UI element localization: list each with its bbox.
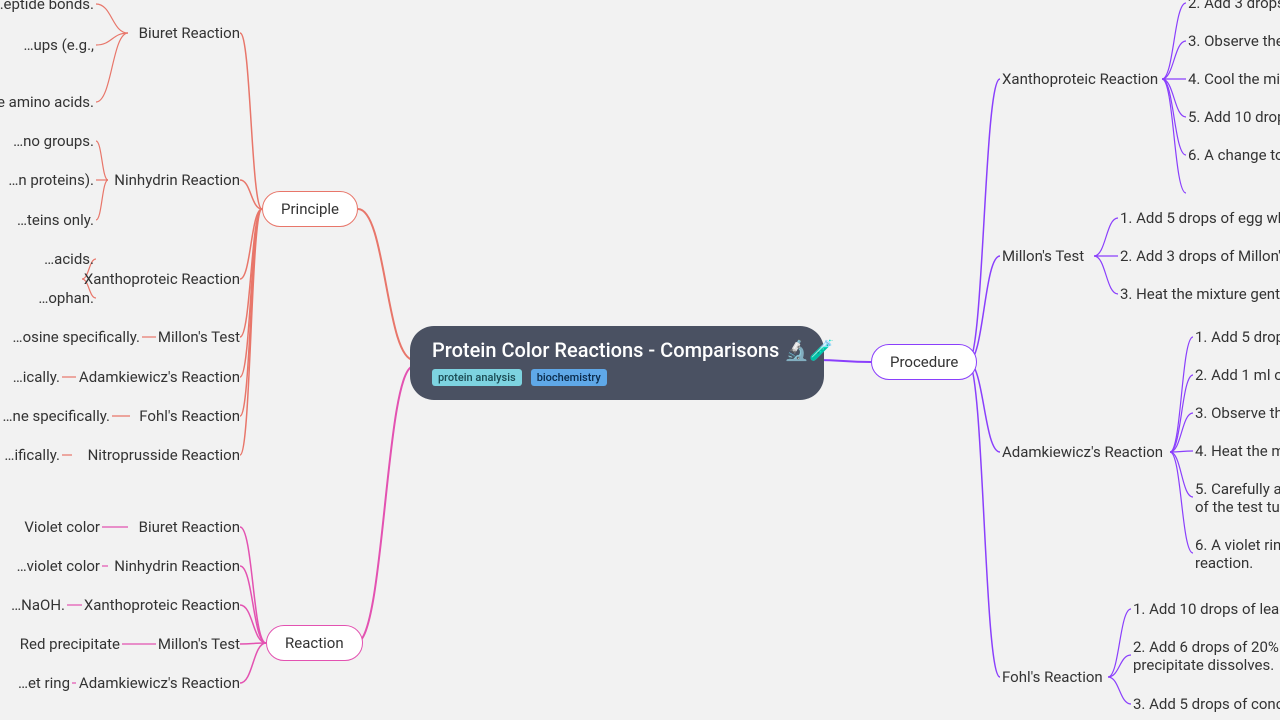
sub-millon-procedure[interactable]: Millon's Test — [1002, 247, 1084, 265]
leaf: 1. Add 10 drops of lead … — [1133, 600, 1280, 618]
sub-xanthoproteic-reaction[interactable]: Xanthoproteic Reaction — [84, 596, 240, 614]
leaf: …eptide bonds. — [0, 0, 94, 13]
branch-procedure-label: Procedure — [890, 353, 958, 371]
leaf: 6. A violet ring… reaction. — [1195, 536, 1280, 572]
leaf: …ne specifically. — [3, 407, 111, 425]
leaf: …e amino acids. — [0, 93, 94, 111]
leaf: …ically. — [13, 368, 60, 386]
leaf: 3. Add 5 drops of conce… — [1133, 695, 1280, 713]
leaf: 3. Heat the mixture gently. — [1120, 285, 1280, 303]
branch-reaction-label: Reaction — [285, 634, 344, 652]
sub-fohl-principle[interactable]: Fohl's Reaction — [139, 407, 240, 425]
branch-principle[interactable]: Principle — [262, 191, 358, 227]
sub-adamkiewicz-reaction[interactable]: Adamkiewicz's Reaction — [79, 674, 240, 692]
branch-principle-label: Principle — [281, 200, 339, 218]
leaf: 2. Add 6 drops of 20% so… precipitate di… — [1133, 638, 1280, 674]
leaf: Red precipitate — [20, 635, 120, 653]
leaf: …ups (e.g., — [23, 36, 94, 54]
leaf: …violet color — [17, 557, 100, 575]
sub-millon-principle[interactable]: Millon's Test — [158, 328, 240, 346]
leaf: …n proteins). — [8, 171, 94, 189]
leaf: 6. A change to a… — [1188, 146, 1280, 164]
leaf: 4. Cool the mixt… — [1188, 70, 1280, 88]
sub-ninhydrin-principle[interactable]: Ninhydrin Reaction — [114, 171, 240, 189]
branch-reaction[interactable]: Reaction — [266, 625, 363, 661]
sub-biuret-reaction[interactable]: Biuret Reaction — [139, 518, 240, 536]
leaf: Violet color — [24, 518, 100, 536]
leaf: …acids. — [44, 250, 94, 268]
leaf: 4. Heat the mix… — [1195, 442, 1280, 460]
tag-biochemistry: biochemistry — [531, 369, 607, 386]
leaf: 2. Add 1 ml of g… — [1195, 366, 1280, 384]
leaf: …NaOH. — [11, 596, 65, 614]
leaf: 2. Add 3 drops of Millon's r… — [1120, 247, 1280, 265]
central-node: Protein Color Reactions - Comparisons 🔬🧪… — [410, 326, 824, 400]
sub-fohl-procedure[interactable]: Fohl's Reaction — [1002, 668, 1103, 686]
branch-procedure[interactable]: Procedure — [871, 344, 977, 380]
leaf: 3. Observe the … — [1188, 32, 1280, 50]
tag-protein-analysis: protein analysis — [432, 369, 522, 386]
leaf: …ophan. — [38, 289, 94, 307]
sub-millon-reaction[interactable]: Millon's Test — [158, 635, 240, 653]
leaf: …ifically. — [4, 446, 60, 464]
central-tags: protein analysis biochemistry — [432, 362, 802, 386]
sub-nitroprusside-principle[interactable]: Nitroprusside Reaction — [88, 446, 240, 464]
leaf: 2. Add 3 drops … — [1188, 0, 1280, 12]
sub-xanthoproteic-procedure[interactable]: Xanthoproteic Reaction — [1002, 70, 1158, 88]
leaf: 5. Carefully ad… of the test tub… — [1195, 480, 1280, 516]
leaf: …et ring — [18, 674, 70, 692]
sub-adamkiewicz-procedure[interactable]: Adamkiewicz's Reaction — [1002, 443, 1163, 461]
leaf: …osine specifically. — [13, 328, 140, 346]
central-title: Protein Color Reactions - Comparisons 🔬🧪 — [432, 338, 802, 362]
leaf: …teins only. — [17, 211, 94, 229]
sub-xanthoproteic-principle[interactable]: Xanthoproteic Reaction — [84, 270, 240, 288]
sub-ninhydrin-reaction[interactable]: Ninhydrin Reaction — [114, 557, 240, 575]
leaf: 5. Add 10 drops… — [1188, 108, 1280, 126]
sub-adamkiewicz-principle[interactable]: Adamkiewicz's Reaction — [79, 368, 240, 386]
leaf: 1. Add 5 drops of egg white… — [1120, 209, 1280, 227]
leaf: …no groups. — [13, 132, 94, 150]
sub-biuret-principle[interactable]: Biuret Reaction — [139, 24, 240, 42]
leaf: 3. Observe the… — [1195, 404, 1280, 422]
leaf: 1. Add 5 drops… — [1195, 328, 1280, 346]
